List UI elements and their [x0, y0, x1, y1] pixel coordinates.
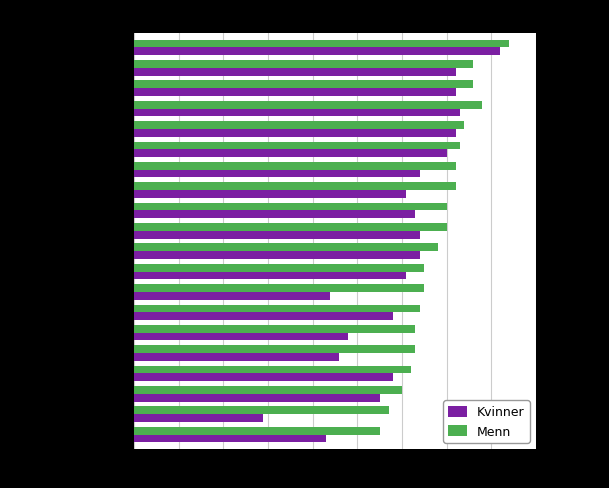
Bar [134, 48, 500, 56]
Bar [134, 224, 446, 231]
Bar [134, 346, 415, 353]
Bar [134, 333, 348, 341]
Bar [134, 366, 411, 374]
Bar [134, 142, 460, 150]
Bar [134, 252, 420, 260]
Bar [134, 109, 460, 117]
Bar [134, 102, 482, 109]
Bar [134, 353, 339, 361]
Bar [134, 264, 424, 272]
Bar [134, 272, 406, 280]
Bar [134, 170, 420, 178]
Bar [134, 211, 415, 219]
Bar [134, 394, 379, 402]
Bar [134, 231, 420, 239]
Bar [134, 374, 393, 382]
Bar [134, 191, 406, 199]
Bar [134, 203, 446, 211]
Bar [134, 407, 389, 414]
Bar [134, 81, 473, 89]
Bar [134, 325, 415, 333]
Bar [134, 313, 393, 321]
Bar [134, 69, 456, 77]
Bar [134, 89, 456, 97]
Bar [134, 130, 456, 138]
Bar [134, 183, 456, 191]
Bar [134, 435, 326, 443]
Legend: Kvinner, Menn: Kvinner, Menn [443, 401, 530, 443]
Bar [134, 41, 509, 48]
Bar [134, 386, 402, 394]
Bar [134, 427, 379, 435]
Bar [134, 244, 438, 252]
Bar [134, 305, 420, 313]
Bar [134, 292, 331, 300]
Bar [134, 122, 465, 130]
Bar [134, 163, 456, 170]
Bar [134, 61, 473, 69]
Bar [134, 285, 424, 292]
Bar [134, 150, 446, 158]
Bar [134, 414, 264, 422]
